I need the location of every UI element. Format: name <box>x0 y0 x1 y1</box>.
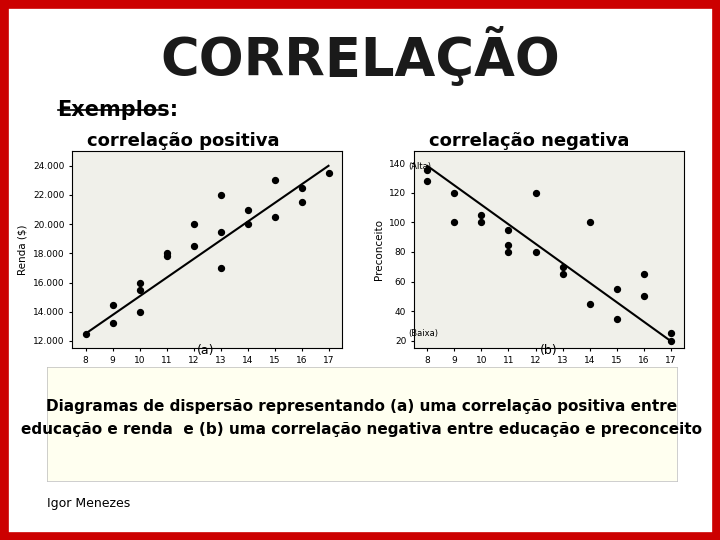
Point <box>503 225 514 234</box>
Point <box>269 176 280 185</box>
Point <box>188 220 199 228</box>
Point <box>638 292 649 301</box>
Point <box>269 213 280 221</box>
Text: Diagramas de dispersão representando (a) uma correlação positiva entre
educação : Diagramas de dispersão representando (a)… <box>22 399 702 437</box>
Point <box>476 211 487 219</box>
Point <box>638 270 649 279</box>
Text: CORRELAÇÃO: CORRELAÇÃO <box>160 27 560 87</box>
Point <box>296 184 307 192</box>
Point <box>665 336 676 345</box>
Point <box>188 242 199 251</box>
Point <box>665 329 676 338</box>
Point <box>242 205 253 214</box>
Text: Exemplos:: Exemplos: <box>58 100 179 120</box>
Text: (b): (b) <box>540 343 557 357</box>
Text: (a): (a) <box>197 343 214 357</box>
Y-axis label: Renda ($): Renda ($) <box>17 225 27 275</box>
Point <box>422 166 433 175</box>
Point <box>134 286 145 294</box>
Point <box>449 188 460 197</box>
X-axis label: Anos de escolaridade: Anos de escolaridade <box>493 370 605 381</box>
X-axis label: Anos de escolaridade: Anos de escolaridade <box>151 370 263 381</box>
Text: correlação positiva: correlação positiva <box>87 132 280 150</box>
Point <box>611 314 622 323</box>
Point <box>80 329 91 338</box>
Point <box>296 198 307 207</box>
Point <box>557 262 568 271</box>
Point <box>584 218 595 227</box>
Point <box>584 300 595 308</box>
Point <box>503 240 514 249</box>
Point <box>422 177 433 185</box>
Point <box>134 278 145 287</box>
Point <box>215 264 226 272</box>
Point <box>611 285 622 293</box>
Point <box>530 248 541 256</box>
Y-axis label: Preconceito: Preconceito <box>374 219 384 280</box>
Point <box>161 252 172 261</box>
Point <box>215 227 226 236</box>
Point <box>161 249 172 258</box>
Text: Igor Menezes: Igor Menezes <box>47 497 130 510</box>
Point <box>323 169 334 178</box>
Point <box>134 307 145 316</box>
Point <box>476 218 487 227</box>
Point <box>557 270 568 279</box>
Text: (Baixa): (Baixa) <box>408 329 438 338</box>
Point <box>107 319 118 328</box>
Point <box>242 220 253 228</box>
Point <box>215 191 226 199</box>
Point <box>530 188 541 197</box>
Point <box>107 300 118 309</box>
Point <box>503 248 514 256</box>
Text: (Alta): (Alta) <box>408 161 431 171</box>
Text: correlação negativa: correlação negativa <box>429 132 629 150</box>
Point <box>449 218 460 227</box>
